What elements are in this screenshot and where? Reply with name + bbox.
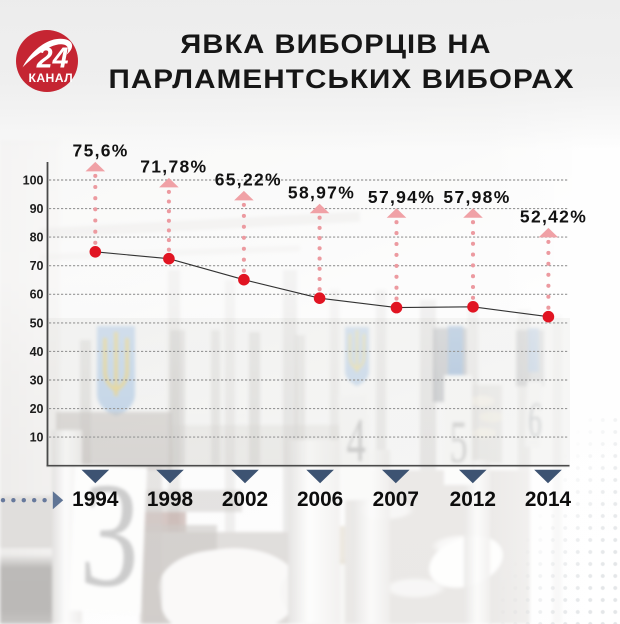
svg-text:65,22%: 65,22% [215, 170, 282, 190]
svg-text:2006: 2006 [297, 488, 343, 511]
svg-text:2014: 2014 [525, 488, 572, 511]
svg-text:50: 50 [30, 316, 44, 330]
svg-text:71,78%: 71,78% [140, 157, 207, 177]
svg-text:100: 100 [23, 173, 44, 187]
svg-text:40: 40 [30, 345, 44, 359]
svg-text:30: 30 [30, 373, 44, 387]
svg-text:2002: 2002 [222, 488, 268, 511]
svg-text:2007: 2007 [373, 488, 419, 511]
svg-text:58,97%: 58,97% [288, 183, 355, 203]
svg-text:20: 20 [30, 402, 44, 416]
svg-text:57,94%: 57,94% [368, 187, 435, 207]
svg-text:2012: 2012 [450, 488, 496, 511]
svg-text:24: 24 [35, 42, 68, 74]
svg-text:52,42%: 52,42% [520, 207, 587, 227]
svg-text:80: 80 [30, 231, 44, 245]
svg-text:70: 70 [30, 259, 44, 273]
svg-text:60: 60 [30, 288, 44, 302]
svg-text:90: 90 [30, 202, 44, 216]
svg-text:1998: 1998 [147, 488, 193, 511]
svg-text:75,6%: 75,6% [73, 141, 129, 161]
svg-text:57,98%: 57,98% [443, 187, 510, 207]
svg-text:10: 10 [30, 431, 44, 445]
svg-text:КАНАЛ: КАНАЛ [28, 71, 73, 85]
svg-text:1994: 1994 [72, 488, 119, 511]
